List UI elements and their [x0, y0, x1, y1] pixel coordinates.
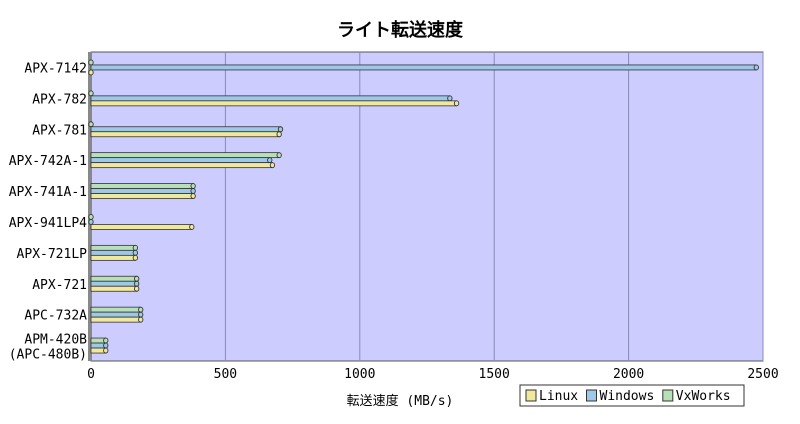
bar-cap-windows [277, 126, 284, 133]
bar-windows [90, 64, 757, 71]
bar-linux [90, 254, 136, 261]
legend-swatch-linux [525, 389, 537, 402]
bar-cap-linux [190, 193, 196, 200]
legend-box [519, 384, 745, 407]
y-category-label: APX-742A-1 [9, 154, 87, 169]
bar-cap-windows [134, 280, 140, 287]
bar-linux [90, 224, 193, 230]
x-tick-label: 1000 [344, 367, 375, 382]
legend-swatch-vxworks [662, 389, 674, 402]
bar-cap-linux [103, 347, 109, 354]
bar-linux [90, 131, 280, 138]
bar-cap-windows [88, 218, 94, 225]
bar-cap-linux [269, 162, 276, 169]
bar-cap-linux [276, 131, 282, 138]
bar-vxworks [90, 275, 138, 282]
x-tick-label: 500 [214, 367, 237, 382]
y-category-label: APM-420B (APC-480B) [9, 333, 87, 363]
bar-linux [90, 316, 142, 323]
bar-cap-linux [88, 69, 94, 76]
y-category-label: APC-732A [24, 309, 87, 324]
x-tick-label: 2000 [613, 367, 644, 382]
bar-cap-windows [753, 64, 759, 71]
bar-cap-linux [138, 316, 144, 323]
legend-swatch-windows [586, 389, 597, 402]
bar-cap-windows [138, 311, 144, 318]
bar-vxworks [90, 306, 142, 313]
bar-cap-linux [134, 285, 140, 292]
bar-cap-vxworks [132, 244, 139, 251]
bar-linux [90, 285, 138, 292]
bar-linux [90, 100, 457, 107]
bar-vxworks [90, 183, 194, 189]
axes-layer: 0 500 1000 1500 2000 2500 APX-7142 APX-782 APX-7… [9, 61, 779, 382]
y-category-label: APX-721 [32, 278, 87, 293]
x-axis-title: 転送速度 (MB/s) [347, 393, 454, 409]
legend-label-linux: Linux [539, 389, 578, 404]
chart-title: ライト転送速度 [337, 19, 464, 41]
legend: Linux Windows VxWorks [519, 384, 745, 407]
bar-cap-windows [103, 342, 109, 349]
y-category-label: APX-7142 [24, 61, 87, 76]
y-category-label: APX-741A-1 [9, 185, 87, 200]
bar-windows [90, 157, 271, 164]
x-tick-label: 0 [87, 367, 95, 382]
x-tick-label: 1500 [479, 367, 510, 382]
bar-vxworks [90, 152, 280, 159]
bar-windows [90, 126, 281, 133]
bar-windows [90, 188, 194, 194]
y-category-label: APX-782 [32, 92, 87, 107]
bar-cap-vxworks [88, 213, 94, 220]
bar-cap-windows [267, 157, 273, 164]
bar-cap-vxworks [276, 152, 282, 159]
bar-linux [90, 162, 273, 169]
y-category-label: APX-781 [32, 123, 87, 138]
bar-cap-windows [132, 249, 139, 256]
bar-windows [90, 280, 138, 287]
bar-cap-windows [190, 188, 196, 195]
bar-cap-windows [447, 95, 453, 102]
bar-windows [90, 311, 142, 318]
bar-cap-vxworks [88, 121, 94, 128]
bar-cap-vxworks [138, 306, 144, 313]
bar-cap-vxworks [103, 337, 109, 344]
bar-cap-linux [453, 100, 460, 107]
y-category-label: APX-721LP [17, 247, 88, 262]
legend-label-vxworks: VxWorks [676, 389, 731, 404]
bar-cap-vxworks [190, 183, 196, 190]
bar-linux [90, 193, 194, 199]
bar-cap-vxworks [88, 59, 94, 66]
legend-label-windows: Windows [600, 389, 655, 404]
y-category-label: APX-941LP4 [9, 216, 87, 231]
x-tick-label: 2500 [747, 367, 778, 382]
bar-windows [90, 249, 136, 256]
bars-layer [88, 59, 759, 354]
bar-cap-vxworks [134, 275, 140, 282]
bar-vxworks [90, 244, 136, 251]
plot-left-wall [88, 52, 92, 361]
bar-cap-vxworks [88, 90, 94, 97]
bar-cap-linux [189, 223, 195, 230]
bar-windows [90, 95, 451, 102]
bar-cap-linux [132, 254, 139, 261]
